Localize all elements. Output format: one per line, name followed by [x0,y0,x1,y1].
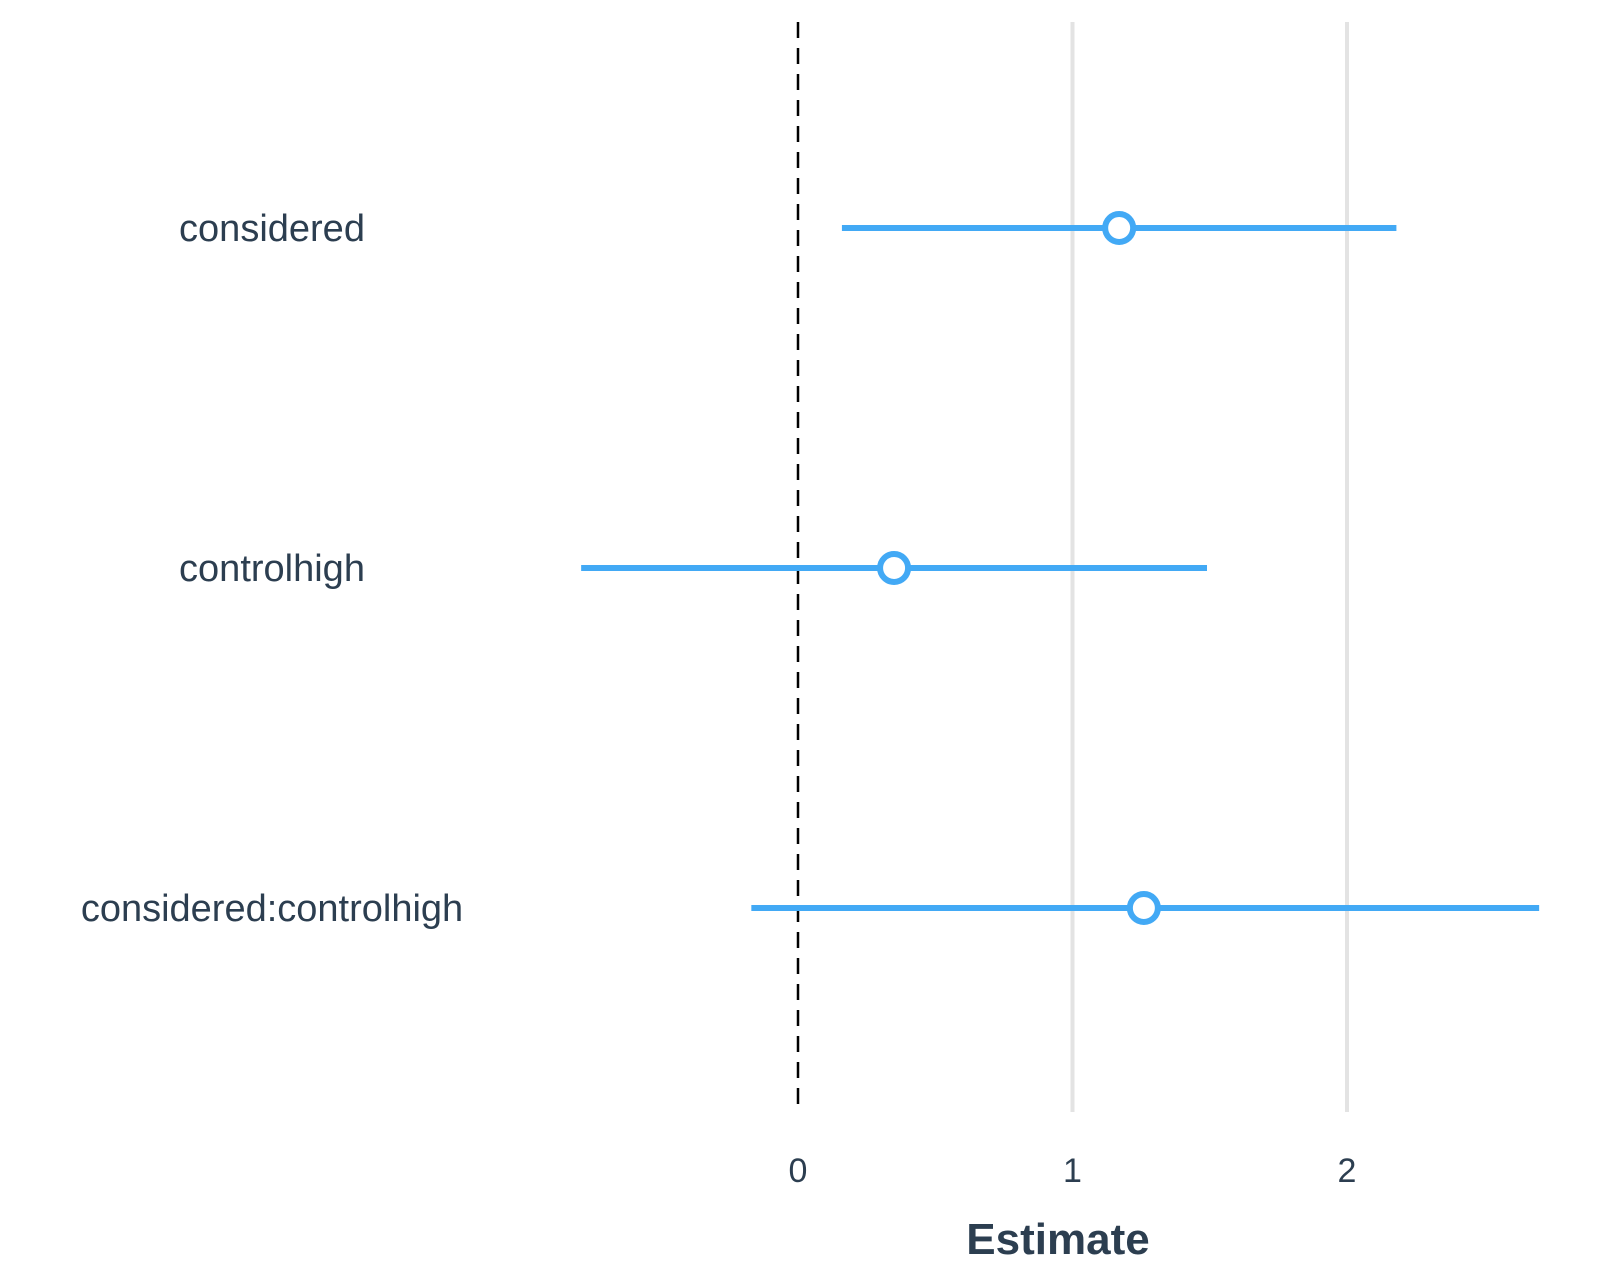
confidence-intervals [581,225,1540,911]
estimate-point-considered [1102,211,1137,245]
x-tick-label-2: 2 [1338,1152,1357,1190]
estimate-point-considered-controlhigh [1126,891,1161,925]
term-label-considered-controlhigh: considered:controlhigh [81,888,463,930]
estimate-point-controlhigh [877,551,912,585]
term-label-controlhigh: controlhigh [179,548,365,590]
x-axis-ticks: 0 1 2 [789,1152,1357,1190]
term-label-considered: considered [179,208,365,250]
x-axis-title: Estimate [966,1215,1149,1264]
x-tick-label-0: 0 [789,1152,808,1190]
point-estimates [877,211,1161,925]
term-labels: considered controlhigh considered:controlh… [81,208,463,930]
x-tick-label-1: 1 [1063,1152,1082,1190]
